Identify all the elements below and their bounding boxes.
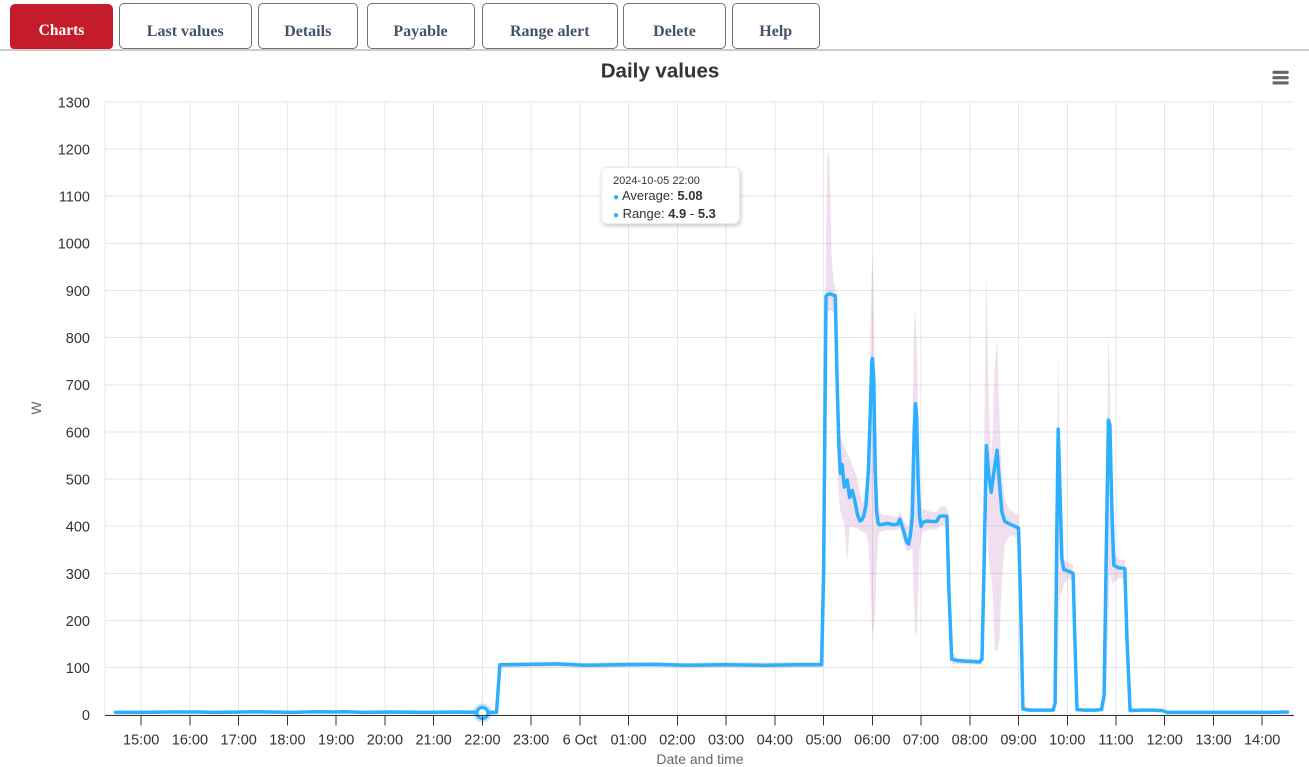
svg-text:10:00: 10:00: [1049, 733, 1085, 749]
svg-text:14:00: 14:00: [1244, 733, 1280, 749]
svg-text:600: 600: [66, 425, 90, 441]
svg-text:23:00: 23:00: [513, 733, 549, 749]
svg-text:20:00: 20:00: [367, 733, 403, 749]
svg-text:400: 400: [66, 520, 90, 536]
svg-text:6 Oct: 6 Oct: [563, 733, 598, 749]
svg-text:18:00: 18:00: [269, 733, 305, 749]
svg-text:05:00: 05:00: [805, 733, 841, 749]
svg-text:1100: 1100: [59, 190, 90, 206]
svg-text:22:00: 22:00: [464, 733, 500, 749]
svg-text:19:00: 19:00: [318, 733, 354, 749]
svg-text:13:00: 13:00: [1195, 733, 1231, 749]
svg-text:Daily values: Daily values: [601, 60, 720, 83]
svg-text:08:00: 08:00: [952, 733, 988, 749]
svg-text:700: 700: [66, 378, 90, 394]
svg-text:16:00: 16:00: [172, 733, 208, 749]
svg-text:800: 800: [66, 331, 90, 347]
svg-text:1300: 1300: [58, 95, 90, 111]
svg-text:06:00: 06:00: [854, 733, 890, 749]
svg-text:500: 500: [66, 473, 90, 489]
svg-text:Date and time: Date and time: [656, 751, 743, 767]
svg-text:900: 900: [66, 284, 90, 300]
svg-text:09:00: 09:00: [1000, 733, 1036, 749]
svg-text:17:00: 17:00: [221, 733, 257, 749]
svg-text:12:00: 12:00: [1147, 733, 1183, 749]
svg-text:07:00: 07:00: [903, 733, 939, 749]
svg-text:15:00: 15:00: [123, 733, 159, 749]
svg-text:1200: 1200: [58, 142, 90, 158]
svg-text:200: 200: [66, 614, 90, 630]
svg-text:03:00: 03:00: [708, 733, 744, 749]
svg-text:100: 100: [66, 661, 90, 677]
svg-text:01:00: 01:00: [610, 733, 646, 749]
svg-text:0: 0: [82, 708, 90, 724]
svg-text:02:00: 02:00: [659, 733, 695, 749]
svg-text:W: W: [28, 401, 44, 415]
svg-text:04:00: 04:00: [757, 733, 793, 749]
svg-text:300: 300: [66, 567, 90, 583]
svg-text:21:00: 21:00: [415, 733, 451, 749]
svg-text:11:00: 11:00: [1098, 733, 1133, 749]
svg-text:1000: 1000: [58, 237, 90, 253]
